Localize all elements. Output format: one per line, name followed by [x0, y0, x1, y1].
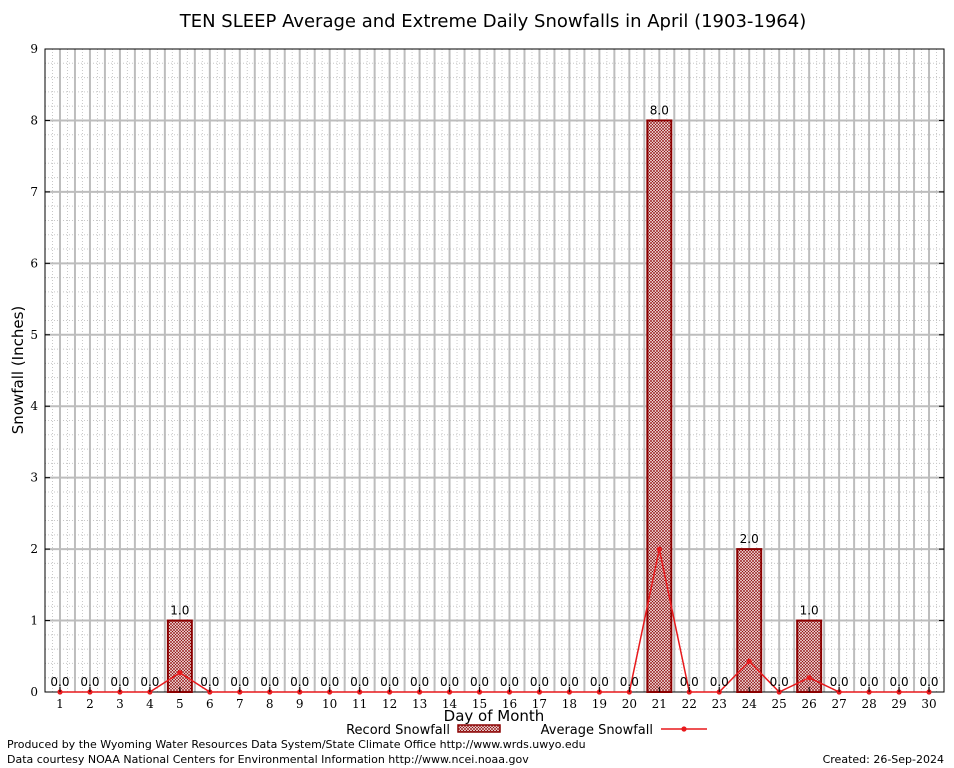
record-value-label: 2.0	[740, 532, 759, 546]
x-tick-label: 4	[146, 697, 154, 711]
record-value-label: 0.0	[590, 675, 609, 689]
x-tick-label: 1	[56, 697, 64, 711]
x-tick-label: 3	[116, 697, 124, 711]
legend: Record Snowfall Average Snowfall	[346, 723, 707, 738]
x-tick-label: 26	[802, 697, 817, 711]
x-tick-label: 20	[622, 697, 637, 711]
x-tick-label: 15	[472, 697, 487, 711]
x-tick-label: 10	[322, 697, 337, 711]
x-tick-label: 13	[412, 697, 427, 711]
x-tick-label: 28	[861, 697, 876, 711]
x-tick-label: 8	[266, 697, 274, 711]
record-value-label: 0.0	[290, 675, 309, 689]
record-value-label: 0.0	[560, 675, 579, 689]
record-value-label: 0.0	[380, 675, 399, 689]
y-axis-ticks: 0 1 2 3 4 5 6 7 8 9	[30, 42, 944, 699]
record-value-label: 1.0	[800, 604, 819, 618]
record-value-label: 0.0	[860, 675, 879, 689]
x-axis-label: Day of Month	[444, 707, 545, 725]
x-tick-label: 25	[772, 697, 787, 711]
record-value-label: 0.0	[320, 675, 339, 689]
x-tick-label: 6	[206, 697, 214, 711]
bars	[166, 119, 823, 693]
record-value-label: 0.0	[710, 675, 729, 689]
x-tick-label: 11	[352, 697, 367, 711]
y-tick-label: 3	[30, 471, 38, 485]
y-tick-label: 0	[30, 685, 38, 699]
record-value-label: 0.0	[350, 675, 369, 689]
x-tick-label: 22	[682, 697, 697, 711]
x-tick-label: 19	[592, 697, 607, 711]
grid	[45, 49, 944, 692]
record-value-label: 0.0	[260, 675, 279, 689]
y-tick-label: 2	[30, 542, 38, 556]
record-value-label: 0.0	[830, 675, 849, 689]
x-tick-label: 30	[921, 697, 936, 711]
x-axis-ticks: 1 2 3 4 5 6 7 8 9 10 11 12 13 14 15 16 17 18 19 20 21 22 23 24 2…	[56, 687, 937, 711]
x-tick-label: 18	[562, 697, 577, 711]
average-point	[656, 546, 662, 552]
legend-average-label: Average Snowfall	[541, 723, 653, 738]
record-value-label: 0.0	[890, 675, 909, 689]
record-value-label: 0.0	[440, 675, 459, 689]
record-value-label: 0.0	[200, 675, 219, 689]
x-tick-label: 14	[442, 697, 458, 711]
footer-courtesy: Data courtesy NOAA National Centers for …	[7, 753, 529, 766]
x-tick-label: 16	[502, 697, 517, 711]
x-tick-label: 5	[176, 697, 184, 711]
average-point	[806, 675, 812, 681]
y-tick-label: 8	[30, 113, 38, 127]
x-tick-label: 24	[742, 697, 758, 711]
y-tick-label: 1	[30, 614, 38, 628]
x-tick-label: 7	[236, 697, 244, 711]
y-axis-label: Snowfall (Inches)	[9, 306, 27, 434]
x-tick-label: 9	[296, 697, 304, 711]
x-tick-label: 21	[652, 697, 667, 711]
record-value-label: 0.0	[919, 675, 938, 689]
record-value-label: 1.0	[170, 604, 189, 618]
x-tick-label: 23	[712, 697, 727, 711]
chart-title: TEN SLEEP Average and Extreme Daily Snow…	[179, 11, 807, 32]
record-value-label: 0.0	[110, 675, 129, 689]
record-value-label: 0.0	[140, 675, 159, 689]
record-value-label: 8.0	[650, 103, 669, 117]
record-value-label: 0.0	[620, 675, 639, 689]
legend-average-marker	[681, 726, 687, 732]
footer-created: Created: 26-Sep-2024	[823, 753, 944, 766]
record-value-label: 0.0	[230, 675, 249, 689]
record-value-label: 0.0	[410, 675, 429, 689]
legend-record-label: Record Snowfall	[346, 723, 450, 738]
data-labels: 0.0 0.0 0.0 0.0 1.0 0.0 0.0 0.0 0.0 0.0 0.0 0.0 0.0 0…	[50, 103, 938, 689]
average-polyline	[59, 548, 930, 693]
record-value-label: 0.0	[80, 675, 99, 689]
average-point	[177, 670, 183, 676]
record-value-label: 0.0	[500, 675, 519, 689]
y-tick-label: 5	[30, 328, 38, 342]
record-value-label: 0.0	[470, 675, 489, 689]
x-tick-label: 17	[532, 697, 547, 711]
record-value-label: 0.0	[680, 675, 699, 689]
x-tick-label: 29	[891, 697, 906, 711]
legend-record-swatch	[457, 724, 501, 733]
x-tick-label: 2	[86, 697, 94, 711]
record-value-label: 0.0	[50, 675, 69, 689]
average-point	[746, 658, 752, 664]
y-tick-label: 7	[30, 185, 38, 199]
record-value-label: 0.0	[530, 675, 549, 689]
y-tick-label: 6	[30, 256, 38, 270]
x-tick-label: 27	[831, 697, 846, 711]
footer-produced: Produced by the Wyoming Water Resources …	[7, 738, 586, 751]
record-value-label: 0.0	[770, 675, 789, 689]
record-bar	[166, 619, 193, 693]
y-tick-label: 4	[30, 399, 38, 413]
record-bar	[646, 119, 673, 693]
x-tick-label: 12	[382, 697, 397, 711]
y-tick-label: 9	[30, 42, 38, 56]
